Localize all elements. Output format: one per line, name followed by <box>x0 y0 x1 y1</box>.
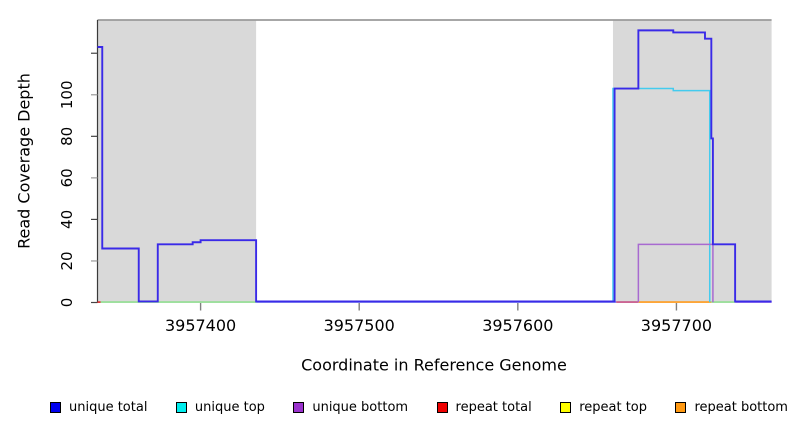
series-unique-total <box>97 29 772 303</box>
y-tick-label: 100 <box>58 80 76 109</box>
x-tick-label: 3957600 <box>482 316 553 335</box>
series-unique-bottom <box>637 243 714 303</box>
legend-label: unique top <box>194 399 265 415</box>
y-tick-label: 40 <box>58 210 76 229</box>
y-tick-label: 20 <box>58 251 76 270</box>
legend-swatch <box>436 401 448 413</box>
y-axis-title: Read Coverage Depth <box>14 73 34 249</box>
legend-swatch <box>293 401 305 413</box>
legend-swatch <box>175 401 187 413</box>
series-unique-top <box>612 87 711 303</box>
y-tick-label: 80 <box>58 127 76 146</box>
legend-item: repeat bottom <box>675 400 788 415</box>
shaded-region <box>97 20 257 303</box>
legend-item: unique total <box>50 400 147 415</box>
legend-item: repeat top <box>560 400 647 415</box>
legend-label: repeat total <box>455 399 532 415</box>
legend-swatch <box>675 401 687 413</box>
legend-item: unique bottom <box>293 400 408 415</box>
legend-label: repeat bottom <box>694 399 788 415</box>
legend-label: unique bottom <box>312 399 409 415</box>
legend-swatch <box>560 401 572 413</box>
x-axis-title: Coordinate in Reference Genome <box>301 355 567 375</box>
legend-item: repeat total <box>436 399 532 415</box>
y-tick-label: 0 <box>58 298 76 308</box>
legend-item: unique top <box>175 399 265 415</box>
legend-label: repeat top <box>579 399 647 415</box>
x-tick-label: 3957700 <box>641 316 712 335</box>
x-tick-label: 3957400 <box>165 316 236 335</box>
legend-swatch <box>50 401 61 413</box>
y-tick-label: 60 <box>58 168 76 187</box>
shaded-region <box>612 20 772 303</box>
x-tick-label: 3957500 <box>324 316 395 335</box>
legend: unique total unique top unique bottom repea… <box>50 397 788 417</box>
legend-label: unique total <box>69 399 148 415</box>
